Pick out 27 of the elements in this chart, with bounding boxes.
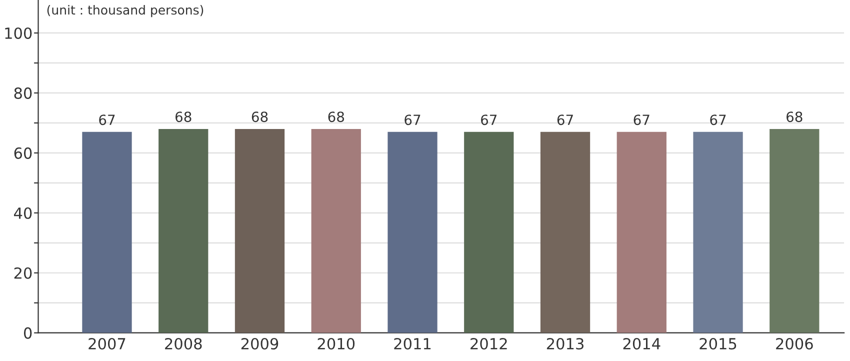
x-tick-label: 2014 [623, 338, 660, 350]
data-label: 68 [176, 112, 192, 122]
x-tick-label: 2011 [394, 338, 431, 350]
data-label: 67 [634, 114, 650, 126]
data-label: 67 [710, 114, 726, 126]
data-label: 67 [99, 114, 115, 126]
data-label: 68 [252, 112, 268, 122]
y-tick-label: 60 [14, 147, 32, 159]
data-label: 67 [481, 114, 497, 126]
data-label: 68 [786, 112, 802, 122]
x-tick-label: 2010 [318, 338, 355, 350]
x-tick-label: 2009 [241, 338, 278, 350]
y-tick-label: 100 [5, 27, 32, 40]
data-label: 68 [328, 112, 344, 122]
x-tick-label: 2012 [470, 338, 507, 350]
x-tick-label: 2006 [776, 338, 813, 350]
annotation: (unit : thousand persons) [47, 4, 204, 18]
x-tick-label: 2015 [700, 338, 736, 350]
x-tick-label: 2007 [88, 338, 126, 350]
y-tick-label: 20 [14, 267, 32, 279]
y-tick-label: 80 [14, 87, 32, 99]
y-tick-label: 0 [24, 327, 32, 339]
data-label: 67 [557, 114, 573, 126]
data-label: 67 [404, 114, 420, 126]
x-tick-label: 2008 [165, 338, 202, 350]
y-tick-label: 40 [14, 207, 32, 219]
x-tick-label: 2013 [546, 338, 584, 350]
